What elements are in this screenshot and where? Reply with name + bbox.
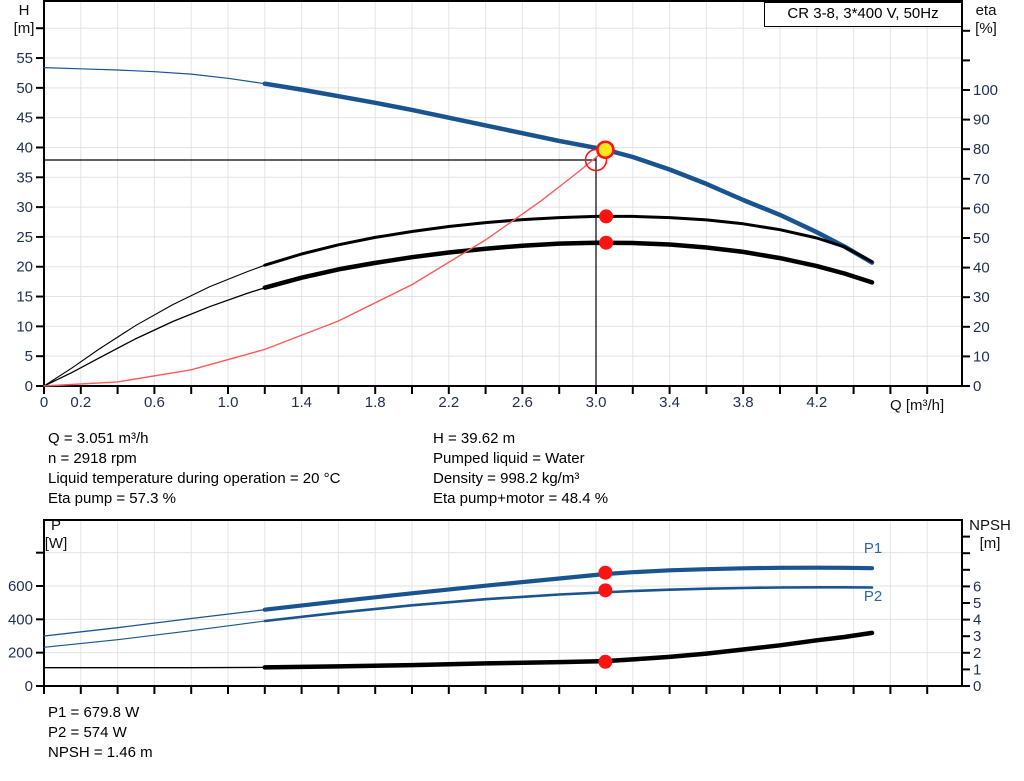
info-line-eta-pump: Eta pump = 57.3 % bbox=[48, 490, 176, 507]
operating-point-marker[interactable] bbox=[596, 140, 615, 160]
npsh-axis-title: NPSH [m] bbox=[958, 517, 1022, 553]
eta-axis-title-unit: [%] bbox=[975, 20, 997, 37]
x-axis-tick-label: 2.2 bbox=[438, 394, 459, 411]
p2-curve-label: P2 bbox=[863, 588, 883, 605]
left-axis-tick-label: 30 bbox=[16, 199, 33, 216]
info-line-liquid: Pumped liquid = Water bbox=[433, 450, 585, 467]
P2-curve bbox=[263, 586, 874, 623]
left-axis-tick-label: 0 bbox=[25, 678, 33, 695]
npsh-axis-title-unit: [m] bbox=[979, 535, 1001, 552]
right-axis-tick-label: 4 bbox=[973, 612, 981, 629]
x-axis-tick-label: 1.4 bbox=[291, 394, 312, 411]
right-axis-tick-label: 90 bbox=[973, 112, 990, 129]
x-axis-tick-label: 3.4 bbox=[659, 394, 680, 411]
x-axis-tick-label: 1.8 bbox=[365, 394, 386, 411]
P1-curve bbox=[262, 565, 875, 612]
p-axis-title-unit: [W] bbox=[44, 535, 68, 552]
left-axis-tick-label: 200 bbox=[8, 645, 33, 662]
eta-axis-title: eta [%] bbox=[962, 2, 1010, 38]
eta-pump-curve-thin bbox=[43, 264, 266, 387]
p1-curve-label: P1 bbox=[863, 540, 883, 557]
right-axis-tick-label: 3 bbox=[973, 628, 981, 645]
right-axis-tick-label: 20 bbox=[973, 319, 990, 336]
right-axis-tick-label: 2 bbox=[973, 645, 981, 662]
operating-value-dot bbox=[599, 209, 614, 224]
right-axis-tick-label: 1 bbox=[973, 661, 981, 678]
left-axis-tick-label: 35 bbox=[16, 169, 33, 186]
right-axis-tick-label: 50 bbox=[973, 230, 990, 247]
operating-value-dot bbox=[599, 235, 614, 250]
info-line-q: Q = 3.051 m³/h bbox=[48, 430, 149, 447]
result-line-p2: P2 = 574 W bbox=[48, 724, 127, 741]
duty-point-ring[interactable] bbox=[584, 148, 608, 172]
left-axis-tick-label: 25 bbox=[16, 229, 33, 246]
x-axis-tick-label: 3.8 bbox=[733, 394, 754, 411]
q-axis-title: Q [m³/h] bbox=[890, 397, 945, 414]
right-axis-tick-label: 0 bbox=[973, 678, 981, 695]
left-axis-tick-label: 45 bbox=[16, 110, 33, 127]
P2-curve-thin bbox=[43, 620, 266, 648]
operating-value-dot bbox=[598, 583, 613, 598]
eta-pump-motor-curve bbox=[262, 240, 875, 290]
left-axis-tick-label: 10 bbox=[16, 318, 33, 335]
left-axis-tick-label: 55 bbox=[16, 50, 33, 67]
right-axis-tick-label: 10 bbox=[973, 348, 990, 365]
right-axis-tick-label: 70 bbox=[973, 171, 990, 188]
left-axis-tick-label: 15 bbox=[16, 289, 33, 306]
left-axis-tick-label: 600 bbox=[8, 578, 33, 595]
right-axis-tick-label: 40 bbox=[973, 260, 990, 277]
result-line-p1: P1 = 679.8 W bbox=[48, 704, 140, 721]
P1-curve-thin bbox=[43, 609, 266, 637]
eta-pump-motor-curve-thin bbox=[43, 287, 266, 387]
info-line-h: H = 39.62 m bbox=[433, 430, 516, 447]
eta-pump-curve bbox=[263, 214, 874, 267]
right-axis-tick-label: 6 bbox=[973, 578, 981, 595]
info-line-temperature: Liquid temperature during operation = 20… bbox=[48, 470, 341, 487]
info-line-speed: n = 2918 rpm bbox=[48, 450, 137, 467]
right-axis-tick-label: 80 bbox=[973, 141, 990, 158]
eta-axis-title-symbol: eta bbox=[975, 2, 997, 19]
right-axis-tick-label: 5 bbox=[973, 595, 981, 612]
pump-model-badge: CR 3-8, 3*400 V, 50Hz bbox=[764, 2, 962, 27]
system-curve-curve bbox=[43, 148, 607, 387]
npsh-axis-title-symbol: NPSH bbox=[969, 517, 1011, 534]
x-axis-tick-label: 4.2 bbox=[806, 394, 827, 411]
results-panel: P1 = 679.8 W P2 = 574 W NPSH = 1.46 m bbox=[48, 703, 153, 763]
x-axis-tick-label: 3.0 bbox=[586, 394, 607, 411]
right-axis-tick-label: 0 bbox=[973, 378, 981, 395]
info-panel-left: Q = 3.051 m³/h n = 2918 rpm Liquid tempe… bbox=[48, 429, 340, 509]
left-axis-tick-label: 20 bbox=[16, 259, 33, 276]
result-line-npsh: NPSH = 1.46 m bbox=[48, 744, 153, 761]
h-axis-title-symbol: H bbox=[18, 2, 30, 19]
pump-curve-H-curve-thin bbox=[43, 66, 266, 85]
right-axis-tick-label: 100 bbox=[973, 82, 998, 99]
h-axis-title: H [m] bbox=[6, 2, 42, 38]
left-axis-tick-label: 40 bbox=[16, 139, 33, 156]
right-axis-tick-label: 30 bbox=[973, 289, 990, 306]
hq-eta-chart-plot[interactable]: 0 5 10 15 20 25 30 35 40 45 50 55 0 10 20 30 40 50 60 70 80 9… bbox=[0, 0, 1024, 420]
info-line-density: Density = 998.2 kg/m³ bbox=[433, 470, 580, 487]
x-axis-tick-label: 2.6 bbox=[512, 394, 533, 411]
x-axis-tick-label: 1.0 bbox=[218, 394, 239, 411]
p-axis-title-symbol: P bbox=[50, 517, 61, 534]
NPSH-curve bbox=[262, 630, 875, 670]
x-axis-tick-label: 0.2 bbox=[70, 394, 91, 411]
info-line-eta-pump-motor: Eta pump+motor = 48.4 % bbox=[433, 490, 609, 507]
right-axis-tick-label: 60 bbox=[973, 200, 990, 217]
x-axis-tick-label: 0.6 bbox=[144, 394, 165, 411]
left-axis-tick-label: 0 bbox=[25, 378, 33, 395]
operating-value-dot bbox=[598, 565, 613, 580]
left-axis-tick-label: 400 bbox=[8, 611, 33, 628]
info-panel-right: H = 39.62 m Pumped liquid = Water Densit… bbox=[433, 429, 608, 509]
pump-curve-H-curve bbox=[262, 81, 875, 265]
p-axis-title: P [W] bbox=[38, 517, 74, 553]
x-axis-tick-label: 0 bbox=[40, 394, 48, 411]
operating-value-dot bbox=[598, 654, 613, 669]
left-axis-tick-label: 5 bbox=[25, 348, 33, 365]
left-axis-tick-label: 50 bbox=[16, 80, 33, 97]
h-axis-title-unit: [m] bbox=[13, 20, 35, 37]
